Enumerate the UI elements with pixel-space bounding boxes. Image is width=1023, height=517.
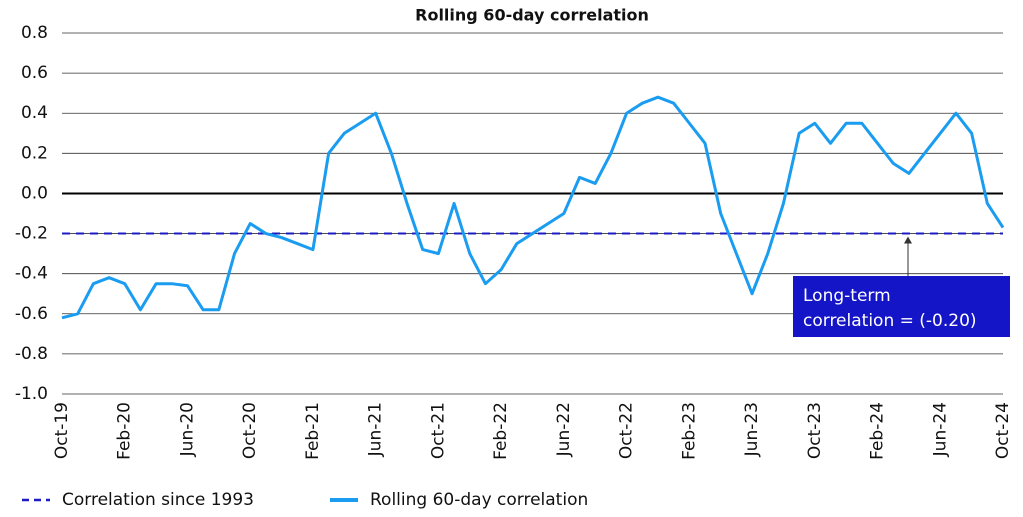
legend-label: Correlation since 1993 bbox=[62, 490, 254, 510]
y-tick-label: 0.0 bbox=[21, 183, 48, 203]
x-tick-label: Oct-23 bbox=[805, 402, 825, 459]
x-tick-label: Jun-24 bbox=[930, 402, 950, 457]
annotation-text: correlation = (-0.20) bbox=[803, 311, 977, 331]
annotation-arrowhead bbox=[904, 236, 912, 244]
x-tick-label: Oct-22 bbox=[617, 402, 637, 459]
y-tick-label: -0.2 bbox=[15, 224, 48, 244]
x-tick-label: Feb-22 bbox=[491, 402, 511, 460]
x-tick-label: Jun-20 bbox=[177, 402, 197, 457]
y-tick-label: 0.2 bbox=[21, 143, 48, 163]
y-tick-label: 0.8 bbox=[21, 23, 48, 43]
y-tick-label: 0.4 bbox=[21, 103, 48, 123]
x-tick-label: Feb-24 bbox=[868, 402, 888, 460]
y-tick-label: -0.4 bbox=[15, 264, 48, 284]
y-tick-label: 0.6 bbox=[21, 63, 48, 83]
x-tick-label: Oct-24 bbox=[993, 402, 1013, 459]
x-tick-label: Feb-21 bbox=[303, 402, 323, 460]
x-tick-label: Oct-21 bbox=[428, 402, 448, 459]
x-tick-label: Jun-22 bbox=[554, 402, 574, 457]
x-tick-label: Feb-20 bbox=[115, 402, 135, 460]
annotation-box bbox=[793, 276, 1010, 337]
y-tick-label: -0.8 bbox=[15, 344, 48, 364]
series-line bbox=[61, 95, 1005, 320]
x-tick-label: Oct-19 bbox=[52, 402, 72, 459]
annotation-text: Long-term bbox=[803, 286, 891, 306]
x-tick-label: Jun-21 bbox=[366, 402, 386, 457]
legend-label: Rolling 60-day correlation bbox=[370, 490, 588, 510]
x-tick-label: Oct-20 bbox=[240, 402, 260, 459]
x-tick-label: Feb-23 bbox=[679, 402, 699, 460]
y-tick-label: -0.6 bbox=[15, 304, 48, 324]
chart-title: Rolling 60-day correlation bbox=[415, 6, 649, 25]
x-tick-label: Jun-23 bbox=[742, 402, 762, 457]
y-tick-label: -1.0 bbox=[15, 384, 48, 404]
